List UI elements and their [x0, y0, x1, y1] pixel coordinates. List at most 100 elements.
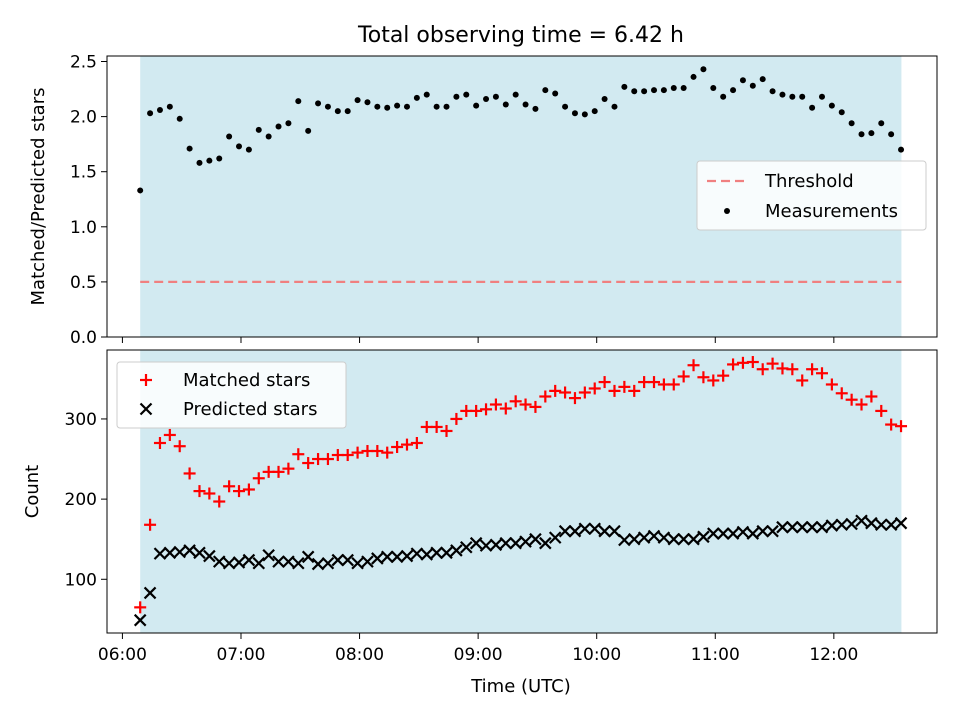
- legend-threshold-label: Threshold: [764, 171, 854, 192]
- matched-star-point: [845, 393, 858, 406]
- predicted-star-point: [568, 524, 582, 538]
- measurement-point: [492, 93, 499, 100]
- measurement-point: [354, 97, 361, 104]
- matched-star-point: [687, 359, 700, 372]
- predicted-star-point: [133, 613, 147, 627]
- predicted-star-point: [311, 557, 325, 571]
- x-tick-label: 11:00: [691, 645, 740, 665]
- measurement-point: [295, 98, 302, 105]
- matched-star-point: [598, 376, 611, 389]
- matched-star-point: [391, 441, 404, 454]
- predicted-star-point: [776, 520, 789, 534]
- measurement-point: [265, 133, 272, 140]
- measurement-point: [878, 120, 885, 127]
- matched-star-point: [351, 446, 364, 459]
- matched-star-point: [667, 378, 680, 391]
- measurement-point: [710, 84, 717, 91]
- predicted-star-point: [697, 530, 710, 544]
- matched-star-point: [746, 356, 759, 369]
- predicted-star-point: [667, 532, 681, 546]
- x-tick-label: 08:00: [335, 645, 384, 665]
- measurement-point: [156, 106, 163, 113]
- predicted-star-point: [292, 556, 305, 570]
- predicted-star-point: [459, 540, 473, 554]
- measurement-point: [522, 101, 529, 108]
- count-legend: Matched stars Predicted stars: [116, 361, 347, 429]
- predicted-star-point: [578, 522, 592, 536]
- measurement-point: [749, 82, 756, 89]
- measurement-point: [374, 103, 381, 110]
- measurement-point: [601, 95, 608, 102]
- matched-star-point: [628, 384, 641, 397]
- predicted-star-point: [321, 556, 335, 570]
- measurement-point: [542, 87, 549, 94]
- measurement-point: [631, 88, 638, 95]
- count-legend-box: [116, 361, 347, 429]
- matched-star-point: [470, 404, 483, 417]
- matched-star-point: [825, 378, 838, 391]
- measurement-point: [809, 104, 816, 111]
- predicted-star-point: [143, 586, 157, 600]
- measurement-point: [196, 159, 203, 166]
- count-y-tick-label: 300: [65, 410, 97, 430]
- predicted-star-point: [716, 527, 730, 540]
- matched-star-point: [559, 386, 572, 399]
- predicted-star-point: [173, 545, 187, 559]
- predicted-star-point: [390, 550, 404, 564]
- measurement-point: [166, 103, 173, 110]
- predicted-star-point: [212, 555, 226, 568]
- ratio-legend: Threshold Measurements: [696, 160, 927, 231]
- measurement-point: [453, 93, 460, 100]
- predicted-star-point: [726, 527, 740, 540]
- matched-star-point: [144, 518, 157, 531]
- matched-star-point: [648, 376, 661, 389]
- matched-star-point: [806, 363, 819, 376]
- measurement-point: [255, 126, 262, 133]
- measurement-point: [147, 110, 154, 117]
- matched-star-point: [440, 424, 453, 437]
- matched-stars-points: [134, 356, 908, 614]
- matched-star-point: [717, 369, 730, 382]
- measurement-point: [226, 133, 233, 140]
- measurement-point: [137, 187, 144, 194]
- measurement-point: [403, 103, 410, 110]
- predicted-star-point: [341, 553, 354, 567]
- matched-star-point: [430, 420, 443, 433]
- predicted-star-point: [539, 536, 552, 550]
- ratio-panel-frame: [106, 55, 938, 338]
- measurement-point: [868, 130, 875, 137]
- matched-star-point: [252, 472, 265, 485]
- matched-star-point: [618, 380, 631, 393]
- measurement-point: [720, 93, 727, 100]
- matched-star-point: [341, 449, 354, 462]
- matched-star-point: [203, 487, 216, 500]
- measurement-point: [364, 99, 371, 106]
- measurement-point: [562, 103, 569, 110]
- matched-star-point: [697, 371, 710, 384]
- legend-matched-marker: [140, 374, 152, 386]
- matched-star-point: [193, 485, 206, 498]
- measurement-point: [532, 105, 539, 112]
- matched-star-point: [796, 374, 809, 387]
- measurement-point: [423, 91, 430, 98]
- measurement-point: [186, 145, 193, 152]
- predicted-star-point: [183, 544, 196, 557]
- measurement-point: [285, 120, 292, 127]
- predicted-star-point: [203, 549, 216, 563]
- predicted-star-point: [736, 525, 750, 539]
- predicted-star-point: [637, 531, 651, 544]
- measurement-point: [759, 76, 766, 83]
- ratio-y-ticks: 0.0 0.5 1.0 1.5 2.0 2.5: [70, 53, 107, 348]
- matched-star-point: [588, 382, 601, 395]
- predicted-star-point: [874, 518, 888, 532]
- predicted-star-point: [479, 539, 493, 552]
- x-tick-label: 09:00: [454, 645, 503, 665]
- count-panel: 100 200 300 06:00 07:00 08:00 09:00 10:00 11:00…: [22, 349, 938, 697]
- measurement-point: [324, 103, 331, 110]
- predicted-star-point: [647, 529, 661, 543]
- count-y-tick-label: 100: [65, 570, 97, 590]
- predicted-star-point: [163, 546, 177, 560]
- measurement-point: [315, 100, 322, 107]
- matched-star-point: [410, 436, 423, 449]
- predicted-star-point: [232, 556, 246, 569]
